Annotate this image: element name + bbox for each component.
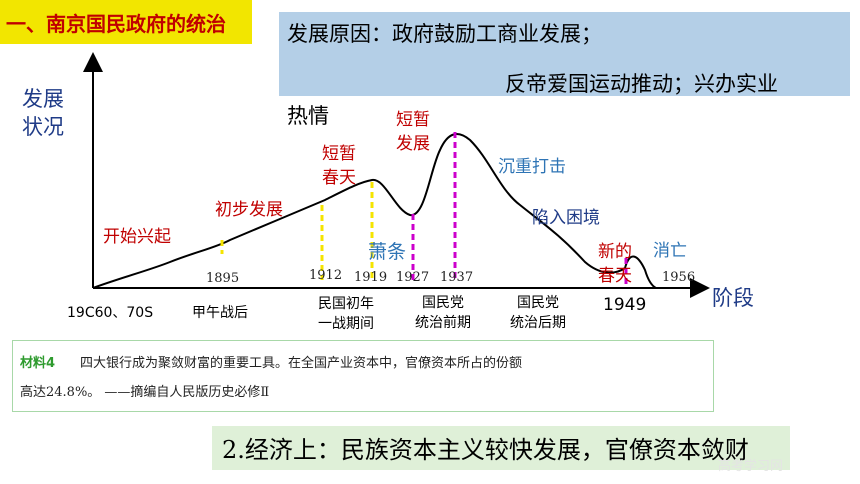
stage-initial: 初步发展 <box>215 200 283 220</box>
stage-heavy-blow: 沉重打击 <box>498 157 566 177</box>
section-title: 一、南京国民政府的统治 <box>6 12 226 36</box>
period-19c: 19C60、70S <box>67 305 154 321</box>
stage-trapped: 陷入困境 <box>532 208 600 228</box>
conclusion-box <box>212 426 790 470</box>
year-1895: 1895 <box>206 271 240 286</box>
year-1937: 1937 <box>440 270 474 285</box>
stage-short-boom: 短暂 发展 <box>396 110 430 154</box>
watermark: 高考学习网 <box>718 459 784 474</box>
reason-line-1: 发展原因：政府鼓励工商业发展； <box>287 22 602 46</box>
reason-line-3: 热情 <box>287 104 329 128</box>
stage-new-spring: 新的 春天 <box>598 242 632 286</box>
stage-demise: 消亡 <box>653 241 687 261</box>
section-title-banner <box>0 0 252 44</box>
year-1927: 1927 <box>396 270 430 285</box>
reason-line-2: 反帝爱国运动推动；兴办实业 <box>505 72 778 96</box>
conclusion-text: 2.经济上：民族资本主义较快发展，官僚资本敛财 <box>222 436 749 464</box>
period-early-republic: 民国初年 一战期间 <box>318 296 374 332</box>
period-post-sino-japanese-war: 甲午战后 <box>192 305 248 321</box>
material-label: 材料4 <box>20 356 56 371</box>
x-axis-label: 阶段 <box>712 286 754 310</box>
development-curve <box>92 133 657 289</box>
year-1919: 1919 <box>354 270 388 285</box>
year-1912: 1912 <box>309 268 343 283</box>
stage-start: 开始兴起 <box>103 227 171 247</box>
year-1949: 1949 <box>603 295 647 315</box>
material-box <box>12 340 714 412</box>
material-text-line-2: 高达24.8%。 ——摘编自人民版历史必修Ⅱ <box>20 385 270 400</box>
reason-box <box>279 12 850 96</box>
y-axis-label: 发展 状况 <box>22 87 64 139</box>
material-text-line-1: 四大银行成为聚敛财富的重要工具。在全国产业资本中，官僚资本所占的份额 <box>80 356 523 371</box>
period-kmt-early: 国民党 统治前期 <box>415 295 471 331</box>
stage-short-spring: 短暂 春天 <box>322 144 356 188</box>
stage-depression: 萧条 <box>368 241 407 263</box>
year-1956: 1956 <box>662 270 696 285</box>
period-kmt-late: 国民党 统治后期 <box>510 295 566 331</box>
